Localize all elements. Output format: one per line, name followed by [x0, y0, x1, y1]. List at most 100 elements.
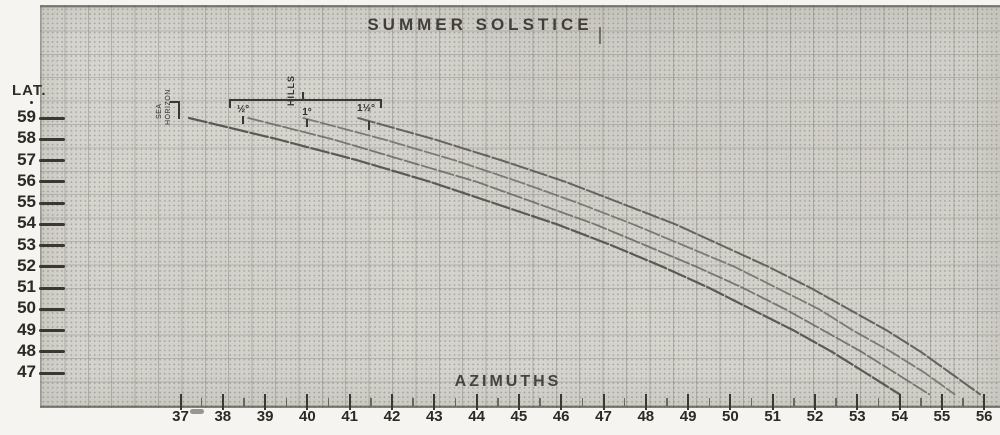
- y-tick-label: 59: [17, 107, 36, 126]
- x-minor-tick: [412, 398, 414, 406]
- x-tick-label: 43: [425, 408, 443, 425]
- sea-horizon-leader-hook: [170, 101, 180, 103]
- y-tick: [39, 265, 65, 269]
- x-tick-label: 42: [383, 408, 401, 425]
- hills-bracket-stub: [302, 92, 304, 100]
- x-minor-tick: [454, 398, 457, 406]
- curve-hills-one-deg: [302, 117, 956, 396]
- x-tick: [983, 394, 986, 410]
- x-tick: [433, 394, 436, 410]
- graph-paper: [40, 5, 1000, 408]
- x-tick: [348, 394, 351, 410]
- y-tick-label: 55: [17, 192, 36, 211]
- y-tick-label: 57: [17, 149, 36, 169]
- x-minor-tick: [497, 398, 499, 406]
- y-tick-label: 56: [17, 170, 36, 190]
- x-minor-tick: [200, 398, 203, 406]
- x-tick-label: 56: [975, 408, 993, 425]
- chart-title: SUMMER SOLSTICE: [367, 15, 593, 34]
- x-minor-tick: [370, 398, 372, 406]
- x-tick-label: 37: [172, 408, 189, 425]
- x-tick: [940, 394, 943, 410]
- x-minor-tick: [750, 398, 753, 406]
- y-tick: [39, 329, 65, 332]
- x-minor-tick: [623, 398, 626, 406]
- x-tick-label: 55: [933, 408, 951, 425]
- y-tick-label: 52: [17, 255, 36, 275]
- x-tick-label: 41: [341, 408, 359, 425]
- x-tick: [391, 394, 393, 410]
- x-tick: [517, 394, 520, 410]
- curve-hills-half-deg: [247, 117, 931, 396]
- x-tick-label: 47: [595, 408, 612, 425]
- x-minor-tick: [243, 398, 245, 406]
- hill-altitude-label-one-half-deg: 1½°: [357, 103, 375, 114]
- x-tick: [602, 394, 605, 410]
- x-tick: [475, 394, 478, 410]
- hill-leader-line: [242, 116, 244, 124]
- x-axis-title: AZIMUTHS: [454, 373, 562, 390]
- y-axis-title: LAT.: [12, 82, 47, 99]
- y-tick: [39, 201, 65, 205]
- y-tick: [39, 286, 65, 290]
- x-tick-label: 49: [679, 408, 697, 425]
- x-tick-label: 54: [891, 408, 908, 425]
- curves-plot: [187, 116, 981, 396]
- x-tick: [729, 394, 732, 410]
- sea-horizon-label-line1: SEA: [156, 103, 163, 119]
- scan-smudge: [190, 409, 204, 414]
- x-tick: [179, 394, 182, 410]
- x-tick: [264, 394, 267, 410]
- x-tick-label: 51: [764, 408, 782, 425]
- x-tick-label: 45: [510, 408, 528, 425]
- x-tick: [687, 394, 690, 410]
- x-tick: [856, 394, 859, 410]
- x-tick: [814, 394, 816, 410]
- x-tick-label: 53: [848, 408, 866, 425]
- ink-dot: [30, 101, 33, 104]
- y-tick: [39, 371, 65, 375]
- x-minor-tick: [962, 398, 964, 406]
- x-minor-tick: [920, 398, 922, 406]
- x-minor-tick: [708, 398, 710, 406]
- y-tick: [39, 222, 65, 226]
- x-tick-label: 39: [256, 408, 274, 425]
- x-minor-tick: [835, 398, 837, 406]
- x-tick-label: 52: [806, 408, 824, 425]
- hill-altitude-label-half-deg: ½°: [236, 104, 250, 115]
- x-minor-tick: [581, 398, 584, 406]
- curve-sea-horizon: [187, 116, 901, 396]
- y-tick: [39, 116, 65, 120]
- x-minor-tick: [666, 398, 668, 406]
- x-minor-tick: [327, 398, 330, 406]
- x-tick: [221, 394, 224, 410]
- y-tick: [39, 159, 65, 162]
- y-tick-label: 50: [17, 298, 36, 318]
- y-tick-label: 51: [17, 277, 36, 296]
- x-minor-tick: [793, 398, 795, 406]
- x-tick: [771, 394, 774, 410]
- y-tick: [39, 307, 65, 311]
- y-tick: [39, 137, 65, 141]
- y-tick: [39, 244, 65, 247]
- y-tick-label: 53: [17, 234, 36, 254]
- y-tick-label: 47: [17, 362, 36, 381]
- x-minor-tick: [539, 398, 541, 406]
- x-tick: [306, 394, 309, 410]
- x-minor-tick: [285, 398, 287, 406]
- x-tick-label: 40: [299, 408, 316, 425]
- x-minor-tick: [877, 398, 880, 406]
- curve-hills-one-half-deg: [357, 117, 981, 396]
- x-tick-label: 38: [214, 408, 232, 425]
- hills-bracket: [229, 99, 382, 108]
- x-tick-label: 46: [552, 408, 570, 425]
- hill-leader-line: [306, 119, 308, 127]
- y-tick: [39, 180, 65, 184]
- hill-leader-line: [368, 121, 370, 130]
- x-tick-label: 44: [468, 408, 485, 425]
- x-tick-label: 48: [637, 408, 655, 425]
- y-tick: [39, 350, 65, 354]
- y-tick-label: 54: [17, 213, 36, 233]
- x-tick: [898, 394, 901, 410]
